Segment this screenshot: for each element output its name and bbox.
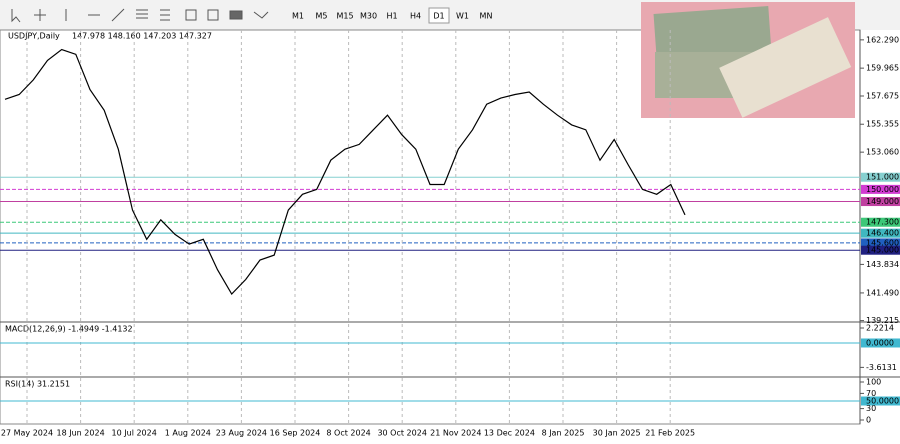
x-tick-label: 13 Dec 2024 bbox=[484, 429, 535, 438]
x-tick-label: 8 Jan 2025 bbox=[542, 429, 585, 438]
price-level-tag bbox=[861, 172, 900, 182]
price-level-tag bbox=[861, 184, 900, 194]
price-level-label: 145.000 bbox=[866, 246, 899, 255]
price-tick-label: 155.355 bbox=[866, 120, 899, 129]
timeframe-button[interactable]: M15 bbox=[336, 12, 353, 21]
x-tick-label: 30 Oct 2024 bbox=[377, 429, 426, 438]
x-tick-label: 1 Aug 2024 bbox=[165, 429, 211, 438]
timeframe-button[interactable]: W1 bbox=[456, 12, 469, 21]
macd-title: MACD(12,26,9) -1.4949 -1.4132 bbox=[5, 325, 133, 334]
level-tag bbox=[861, 396, 900, 406]
axis-tick-label: -3.6131 bbox=[866, 363, 897, 372]
toolbar-icons bbox=[11, 8, 269, 23]
axis-tick-label: 2.2214 bbox=[866, 323, 894, 332]
x-tick-label: 18 Jun 2024 bbox=[57, 429, 105, 438]
price-level-tag bbox=[861, 245, 900, 255]
axis-tick-label: 50.0000 bbox=[866, 397, 899, 406]
timeframe-button[interactable]: H1 bbox=[386, 12, 397, 21]
price-tick-label: 141.490 bbox=[866, 288, 899, 297]
price-level-label: 150.000 bbox=[866, 185, 899, 194]
axis-tick-label: 30 bbox=[866, 404, 876, 413]
x-tick-label: 27 May 2024 bbox=[1, 429, 53, 438]
price-tick-label: 162.290 bbox=[866, 35, 899, 44]
price-level-label: 149.000 bbox=[866, 197, 899, 206]
timeframe-button[interactable]: M30 bbox=[360, 12, 377, 21]
price-tick-label: 153.060 bbox=[866, 148, 899, 157]
price-level-label: 151.000 bbox=[866, 173, 899, 182]
price-level-label: 146.400 bbox=[866, 229, 899, 238]
price-level-tag bbox=[861, 217, 900, 227]
x-tick-label: 8 Oct 2024 bbox=[326, 429, 370, 438]
x-tick-label: 10 Jul 2024 bbox=[112, 429, 157, 438]
price-level-tag bbox=[861, 228, 900, 238]
timeframe-button[interactable]: M5 bbox=[316, 12, 328, 21]
rsi-title: RSI(14) 31.2151 bbox=[5, 380, 70, 389]
price-tick-label: 159.965 bbox=[866, 64, 899, 73]
axis-tick-label: 0.0000 bbox=[866, 338, 894, 347]
ohlc-readout: 147.978 148.160 147.203 147.327 bbox=[72, 32, 212, 41]
active-timeframe bbox=[428, 7, 450, 24]
timeframe-button[interactable]: M1 bbox=[292, 12, 304, 21]
price-level-label: 147.300 bbox=[866, 218, 899, 227]
timeframe-button[interactable]: H4 bbox=[410, 12, 421, 21]
price-tick-label: 143.834 bbox=[866, 260, 899, 269]
price-level-tag bbox=[861, 238, 900, 248]
axis-tick-label: 70 bbox=[866, 389, 876, 398]
price-tick-label: 157.675 bbox=[866, 92, 899, 101]
level-tag bbox=[861, 338, 900, 348]
chart-title: USDJPY,Daily bbox=[8, 32, 60, 41]
x-tick-label: 30 Jan 2025 bbox=[593, 429, 641, 438]
price-line bbox=[4, 48, 686, 295]
price-level-tag bbox=[861, 197, 900, 207]
x-tick-label: 21 Feb 2025 bbox=[645, 429, 695, 438]
timeframe-button[interactable]: MN bbox=[480, 12, 493, 21]
price-level-label: 145.600 bbox=[866, 238, 899, 247]
timeframe-button[interactable]: D1 bbox=[433, 12, 444, 21]
x-tick-label: 16 Sep 2024 bbox=[270, 429, 321, 438]
x-tick-label: 21 Nov 2024 bbox=[430, 429, 481, 438]
x-tick-label: 23 Aug 2024 bbox=[216, 429, 267, 438]
axis-tick-label: 100 bbox=[866, 378, 881, 387]
photo bbox=[641, 2, 855, 118]
axis-tick-label: 0 bbox=[866, 416, 871, 425]
price-tick-label: 139.215 bbox=[866, 316, 899, 325]
